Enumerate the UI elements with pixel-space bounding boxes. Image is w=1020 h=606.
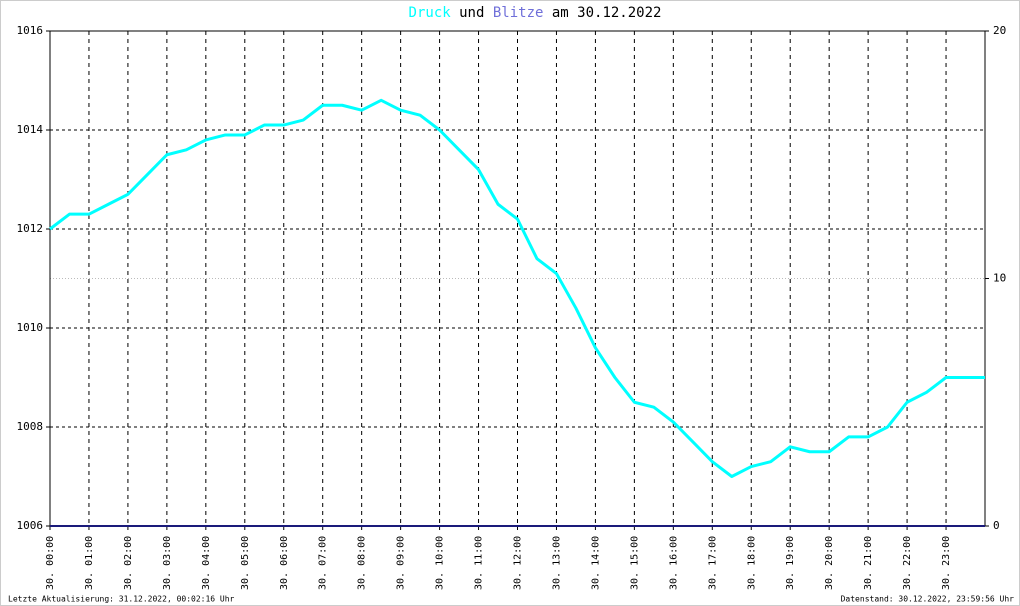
x-tick-label: 30. 14:00 xyxy=(590,536,601,590)
y-tick-label: 1006 xyxy=(17,519,44,532)
y2-tick-label: 10 xyxy=(993,272,1006,285)
y-tick-label: 1014 xyxy=(17,123,44,136)
y2-tick-label: 0 xyxy=(993,519,1000,532)
footer-right: Datenstand: 30.12.2022, 23:59:56 Uhr xyxy=(841,595,1015,604)
y-tick-label: 1008 xyxy=(17,420,44,433)
chart-title: Druck und Blitze am 30.12.2022 xyxy=(409,5,662,21)
x-tick-label: 30. 16:00 xyxy=(668,536,679,590)
title-text: am 30.12.2022 xyxy=(552,5,662,21)
x-tick-label: 30. 00:00 xyxy=(45,536,56,590)
x-tick-label: 30. 06:00 xyxy=(279,536,290,590)
x-tick-label: 30. 13:00 xyxy=(551,536,562,590)
series-line xyxy=(49,98,985,478)
y2-tick-label: 20 xyxy=(993,24,1006,37)
x-tick-label: 30. 04:00 xyxy=(201,536,212,590)
y-tick-label: 1010 xyxy=(17,321,44,334)
title-series: Blitze xyxy=(493,5,544,21)
footer-left: Letzte Aktualisierung: 31.12.2022, 00:02… xyxy=(8,595,235,604)
x-tick-label: 30. 21:00 xyxy=(863,536,874,590)
x-tick-label: 30. 11:00 xyxy=(474,536,485,590)
x-tick-label: 30. 23:00 xyxy=(941,536,952,590)
x-tick-label: 30. 20:00 xyxy=(824,536,835,590)
x-tick-label: 30. 19:00 xyxy=(785,536,796,590)
title-text: und xyxy=(459,5,484,21)
x-tick-label: 30. 22:00 xyxy=(902,536,913,590)
x-tick-label: 30. 15:00 xyxy=(629,536,640,590)
x-tick-label: 30. 02:00 xyxy=(123,536,134,590)
x-tick-label: 30. 01:00 xyxy=(84,536,95,590)
x-tick-label: 30. 09:00 xyxy=(396,536,407,590)
x-tick-label: 30. 18:00 xyxy=(746,536,757,590)
x-tick-label: 30. 17:00 xyxy=(707,536,718,590)
x-tick-label: 30. 03:00 xyxy=(162,536,173,590)
x-tick-label: 30. 12:00 xyxy=(513,536,524,590)
title-series: Druck xyxy=(409,5,452,21)
x-tick-label: 30. 10:00 xyxy=(435,536,446,590)
y-tick-label: 1012 xyxy=(17,222,44,235)
x-tick-label: 30. 08:00 xyxy=(357,536,368,590)
x-tick-label: 30. 05:00 xyxy=(240,536,251,590)
x-tick-label: 30. 07:00 xyxy=(318,536,329,590)
y-tick-label: 1016 xyxy=(17,24,44,37)
